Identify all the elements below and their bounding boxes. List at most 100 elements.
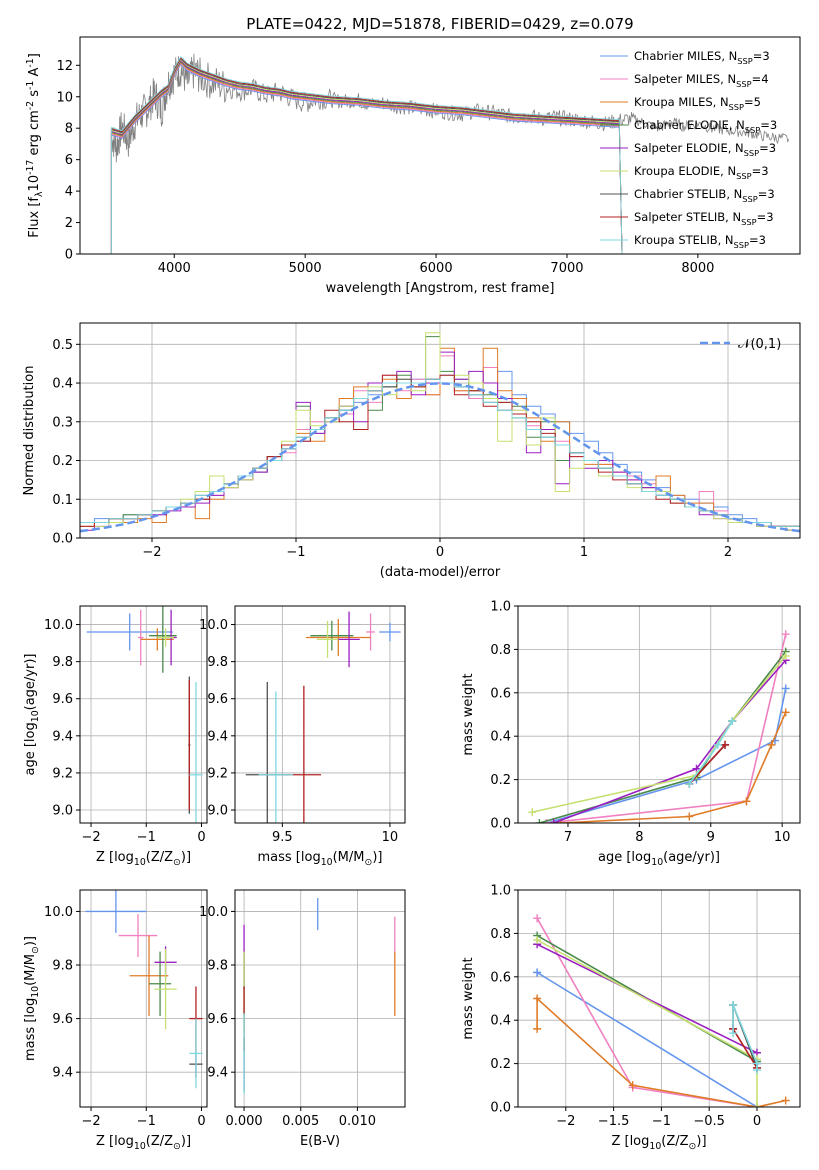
x-tick-label: −2 [81, 830, 100, 845]
y-tick-label: 0.1 [52, 493, 73, 508]
y-tick-label: 9.0 [52, 804, 73, 819]
marker-plus [729, 1001, 738, 1010]
y-tick-label: 9.4 [207, 729, 228, 744]
x-tick-label: 10 [382, 830, 399, 845]
legend-entry: Kroupa STELIB, NSSP=3 [634, 233, 766, 250]
y-tick-label: 9.4 [52, 1066, 73, 1081]
y-tick-label: 9.4 [52, 729, 73, 744]
marker-plus [685, 779, 694, 788]
marker-plus [533, 935, 542, 944]
x-axis-label: Z [log10(Z/Z⊙)] [96, 1134, 191, 1152]
model-line-kroupa-miles-n-ssp-5 [110, 61, 623, 254]
x-tick-label: 6000 [420, 261, 453, 276]
x-axis-label: age [log10(age/yr)] [598, 850, 720, 868]
errorbar-kroupa-miles [306, 618, 371, 657]
series-line-salpeter-stelib [732, 1028, 758, 1069]
y-tick-label: 9.2 [52, 766, 73, 781]
model-line-salpeter-miles-n-ssp-4 [110, 62, 623, 254]
plot-area-weight-vs-age [528, 630, 790, 823]
legend: Chabrier MILES, NSSP=3 Salpeter MILES, NS… [600, 49, 777, 250]
y-tick-label: 0.6 [490, 970, 511, 985]
y-tick-label: 10.0 [44, 618, 73, 633]
y-tick-label: 0.5 [52, 338, 73, 353]
x-tick-label: 7 [564, 830, 572, 845]
errorbar-kroupa-stelib [258, 691, 294, 823]
x-tick-label: 0 [197, 830, 205, 845]
y-axis-label: age [log10(age/yr)] [23, 654, 41, 776]
y-tick-label: 9.0 [207, 804, 228, 819]
panel-mass-vs-ebv: 0.000 0.005 0.010 9.4 9.6 9.8 10.0 E(B-V) [199, 889, 406, 1149]
y-tick-label: 0.4 [490, 1014, 511, 1029]
y-tick-label: 9.6 [52, 1012, 73, 1027]
panel-mass-vs-z: −2 −1 0 9.4 9.6 9.8 10.0 Z [log10(Z/Z⊙)] mass [l… [23, 889, 208, 1152]
chart-title: PLATE=0422, MJD=51878, FIBERID=0429, z=0… [246, 15, 633, 33]
y-tick-label: 9.8 [207, 655, 228, 670]
y-tick-label: 9.8 [52, 655, 73, 670]
errorbar-chabrier-elodie [310, 620, 354, 651]
y-tick-label: 0.4 [52, 377, 73, 392]
x-tick-label: −2 [556, 1114, 575, 1129]
x-tick-label: 0.010 [339, 1114, 376, 1129]
y-tick-label: 9.6 [52, 692, 73, 707]
marker-plus [535, 819, 544, 823]
y-tick-label: 10.0 [199, 905, 228, 920]
y-axis-label: mass weight [461, 673, 476, 755]
y-tick-label: 8 [65, 122, 73, 137]
series-line-chabrier-miles [536, 971, 758, 1107]
plot-area-mass-vs-z [85, 890, 203, 1089]
y-axis-label: mass weight [461, 957, 476, 1039]
y-tick-label: 0.0 [490, 817, 511, 832]
series-line-kroupa-elodie [532, 655, 787, 813]
model-line-kroupa-elodie-n-ssp-3 [110, 58, 623, 254]
y-tick-label: 10 [56, 90, 73, 105]
y-tick-label: 0.2 [490, 773, 511, 788]
legend-entry: Salpeter STELIB, NSSP=3 [634, 210, 774, 227]
axes-frame [79, 605, 208, 824]
errorbar-salpeter-elodie [338, 611, 360, 668]
errorbar-chabrier-miles [379, 622, 401, 642]
model-line-salpeter-elodie-n-ssp-3 [110, 59, 623, 254]
y-tick-label: 0.0 [490, 1101, 511, 1116]
y-tick-label: 0.6 [490, 686, 511, 701]
errorbar-chabrier-elodie [149, 606, 177, 673]
marker-plus [729, 1029, 738, 1038]
x-tick-label: 0 [436, 545, 444, 560]
y-tick-label: 0.2 [52, 454, 73, 469]
marker-plus [752, 1103, 761, 1107]
y-tick-label: 1.0 [490, 600, 511, 615]
x-tick-label: −1 [137, 830, 156, 845]
y-axis-label: Normed distribution [22, 366, 37, 496]
series-line-salpeter-stelib [688, 744, 726, 785]
x-tick-label: 9.5 [272, 830, 293, 845]
errorbar-chabrier-miles [85, 890, 147, 933]
model-line-chabrier-elodie-n-ssp-3 [110, 60, 623, 254]
marker-plus [728, 717, 737, 726]
marker-plus [721, 740, 730, 749]
y-axis-label: Flux [fλ10-17 erg cm-2 s-1 A-1] [25, 53, 45, 238]
axes-frame [79, 322, 801, 539]
errorbar-salpeter-miles [366, 613, 375, 651]
axes-frame [79, 889, 208, 1108]
y-tick-label: 0.2 [490, 1057, 511, 1072]
marker-plus [781, 708, 790, 717]
x-tick-label: 0 [197, 1114, 205, 1129]
axes-frame [234, 889, 406, 1108]
legend: 𝒩(0,1) [700, 337, 781, 352]
x-axis-label: Z [log10(Z/Z⊙)] [611, 1134, 706, 1152]
legend-entry: Chabrier ELODIE, NSSP=3 [634, 118, 777, 135]
errorbar-kroupa-stelib [189, 682, 203, 823]
model-line-salpeter-stelib-n-ssp-3 [110, 57, 623, 254]
y-tick-label: 10.0 [44, 905, 73, 920]
plot-area-residuals [80, 332, 800, 538]
plot-area-mass-vs-ebv [243, 898, 396, 1094]
series-line-chabrier-miles [546, 688, 787, 823]
series-line-salpeter-elodie [536, 943, 758, 1054]
panel-weight-vs-age: 7 8 9 10 0.0 0.2 0.4 0.6 0.8 1.0 age [log10(age/yr… [461, 600, 801, 868]
legend-entry: Chabrier STELIB, NSSP=3 [634, 187, 775, 204]
marker-plus [742, 797, 751, 806]
x-tick-label: −1 [652, 1114, 671, 1129]
x-tick-label: −1.5 [598, 1114, 630, 1129]
x-tick-label: 0 [753, 1114, 761, 1129]
errorbar-kroupa-elodie [154, 948, 177, 1030]
errorbar-kroupa-stelib [189, 1018, 203, 1089]
